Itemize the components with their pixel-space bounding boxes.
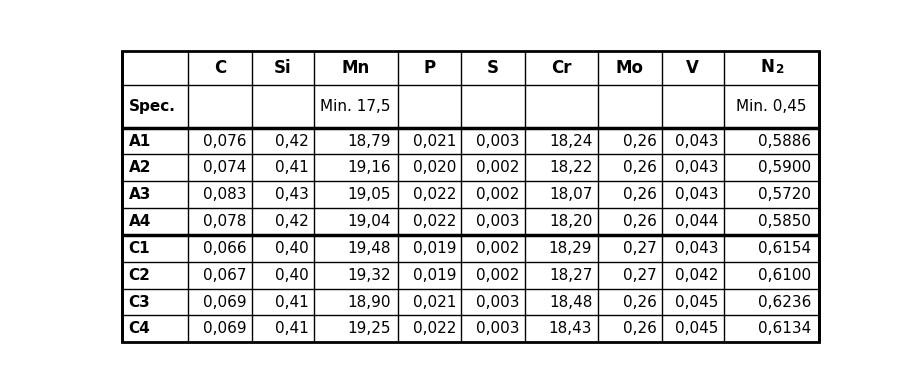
Text: C4: C4 bbox=[129, 321, 151, 336]
Text: Mo: Mo bbox=[616, 59, 644, 77]
Text: 19,04: 19,04 bbox=[347, 214, 391, 229]
Text: Mn: Mn bbox=[341, 59, 370, 77]
Text: 19,16: 19,16 bbox=[347, 160, 391, 175]
Text: 0,5900: 0,5900 bbox=[758, 160, 812, 175]
Text: 18,07: 18,07 bbox=[549, 187, 592, 202]
Text: C3: C3 bbox=[129, 294, 151, 310]
Text: 18,90: 18,90 bbox=[347, 294, 391, 310]
Text: 0,045: 0,045 bbox=[676, 294, 719, 310]
Text: 0,42: 0,42 bbox=[274, 214, 308, 229]
Text: 0,41: 0,41 bbox=[274, 160, 308, 175]
Text: 0,5720: 0,5720 bbox=[758, 187, 812, 202]
Text: 0,044: 0,044 bbox=[676, 214, 719, 229]
Text: Min. 0,45: Min. 0,45 bbox=[736, 99, 807, 114]
Text: 2: 2 bbox=[776, 63, 784, 76]
Text: 0,6134: 0,6134 bbox=[758, 321, 812, 336]
Text: 0,067: 0,067 bbox=[203, 268, 247, 283]
Text: 0,41: 0,41 bbox=[274, 321, 308, 336]
Text: 0,019: 0,019 bbox=[412, 241, 456, 256]
Text: 0,022: 0,022 bbox=[413, 214, 456, 229]
Text: 0,043: 0,043 bbox=[676, 160, 719, 175]
Text: 0,019: 0,019 bbox=[412, 268, 456, 283]
Text: 0,26: 0,26 bbox=[622, 321, 656, 336]
Text: 0,022: 0,022 bbox=[413, 187, 456, 202]
Text: 0,074: 0,074 bbox=[203, 160, 247, 175]
Text: 0,002: 0,002 bbox=[476, 268, 520, 283]
Text: 0,40: 0,40 bbox=[274, 241, 308, 256]
Text: 0,41: 0,41 bbox=[274, 294, 308, 310]
Text: 19,48: 19,48 bbox=[347, 241, 391, 256]
Text: 0,045: 0,045 bbox=[676, 321, 719, 336]
Text: 0,002: 0,002 bbox=[476, 187, 520, 202]
Text: 0,43: 0,43 bbox=[274, 187, 308, 202]
Text: 0,27: 0,27 bbox=[623, 268, 656, 283]
Text: 0,042: 0,042 bbox=[676, 268, 719, 283]
Text: C2: C2 bbox=[129, 268, 151, 283]
Text: 0,5886: 0,5886 bbox=[758, 133, 812, 149]
Text: 0,26: 0,26 bbox=[622, 214, 656, 229]
Text: 0,069: 0,069 bbox=[203, 294, 247, 310]
Text: 18,48: 18,48 bbox=[549, 294, 592, 310]
Text: C: C bbox=[214, 59, 226, 77]
Text: Si: Si bbox=[274, 59, 292, 77]
Text: C1: C1 bbox=[129, 241, 151, 256]
Text: 18,22: 18,22 bbox=[549, 160, 592, 175]
Text: S: S bbox=[487, 59, 499, 77]
Text: V: V bbox=[687, 59, 700, 77]
Text: 0,069: 0,069 bbox=[203, 321, 247, 336]
Text: 0,002: 0,002 bbox=[476, 160, 520, 175]
Text: 0,003: 0,003 bbox=[476, 321, 520, 336]
Text: 0,021: 0,021 bbox=[413, 133, 456, 149]
Text: A4: A4 bbox=[129, 214, 151, 229]
Text: 0,002: 0,002 bbox=[476, 241, 520, 256]
Text: Min. 17,5: Min. 17,5 bbox=[320, 99, 391, 114]
Text: 0,26: 0,26 bbox=[622, 187, 656, 202]
Text: 0,078: 0,078 bbox=[203, 214, 247, 229]
Text: 0,40: 0,40 bbox=[274, 268, 308, 283]
Text: A2: A2 bbox=[129, 160, 151, 175]
Text: 0,6100: 0,6100 bbox=[758, 268, 812, 283]
Text: Cr: Cr bbox=[551, 59, 572, 77]
Text: 0,26: 0,26 bbox=[622, 160, 656, 175]
Text: 0,022: 0,022 bbox=[413, 321, 456, 336]
Text: 0,066: 0,066 bbox=[203, 241, 247, 256]
Text: A3: A3 bbox=[129, 187, 151, 202]
Text: 0,5850: 0,5850 bbox=[758, 214, 812, 229]
Text: 0,020: 0,020 bbox=[413, 160, 456, 175]
Text: 0,021: 0,021 bbox=[413, 294, 456, 310]
Text: 19,25: 19,25 bbox=[347, 321, 391, 336]
Text: A1: A1 bbox=[129, 133, 151, 149]
Text: 19,05: 19,05 bbox=[347, 187, 391, 202]
Text: 0,27: 0,27 bbox=[623, 241, 656, 256]
Text: 0,043: 0,043 bbox=[676, 187, 719, 202]
Text: 18,79: 18,79 bbox=[347, 133, 391, 149]
Text: 0,26: 0,26 bbox=[622, 133, 656, 149]
Text: 18,43: 18,43 bbox=[549, 321, 592, 336]
Text: 0,6154: 0,6154 bbox=[758, 241, 812, 256]
Text: 0,003: 0,003 bbox=[476, 294, 520, 310]
Text: 0,043: 0,043 bbox=[676, 241, 719, 256]
Text: 0,083: 0,083 bbox=[203, 187, 247, 202]
Text: N: N bbox=[760, 58, 774, 76]
Text: 18,27: 18,27 bbox=[549, 268, 592, 283]
Text: 0,003: 0,003 bbox=[476, 214, 520, 229]
Text: 18,24: 18,24 bbox=[549, 133, 592, 149]
Text: 19,32: 19,32 bbox=[347, 268, 391, 283]
Text: 0,26: 0,26 bbox=[622, 294, 656, 310]
Text: 0,043: 0,043 bbox=[676, 133, 719, 149]
Text: 18,20: 18,20 bbox=[549, 214, 592, 229]
Text: P: P bbox=[423, 59, 435, 77]
Text: 0,076: 0,076 bbox=[203, 133, 247, 149]
Text: 18,29: 18,29 bbox=[549, 241, 592, 256]
Text: 0,6236: 0,6236 bbox=[758, 294, 812, 310]
Text: Spec.: Spec. bbox=[129, 99, 175, 114]
Text: 0,003: 0,003 bbox=[476, 133, 520, 149]
Text: 0,42: 0,42 bbox=[274, 133, 308, 149]
